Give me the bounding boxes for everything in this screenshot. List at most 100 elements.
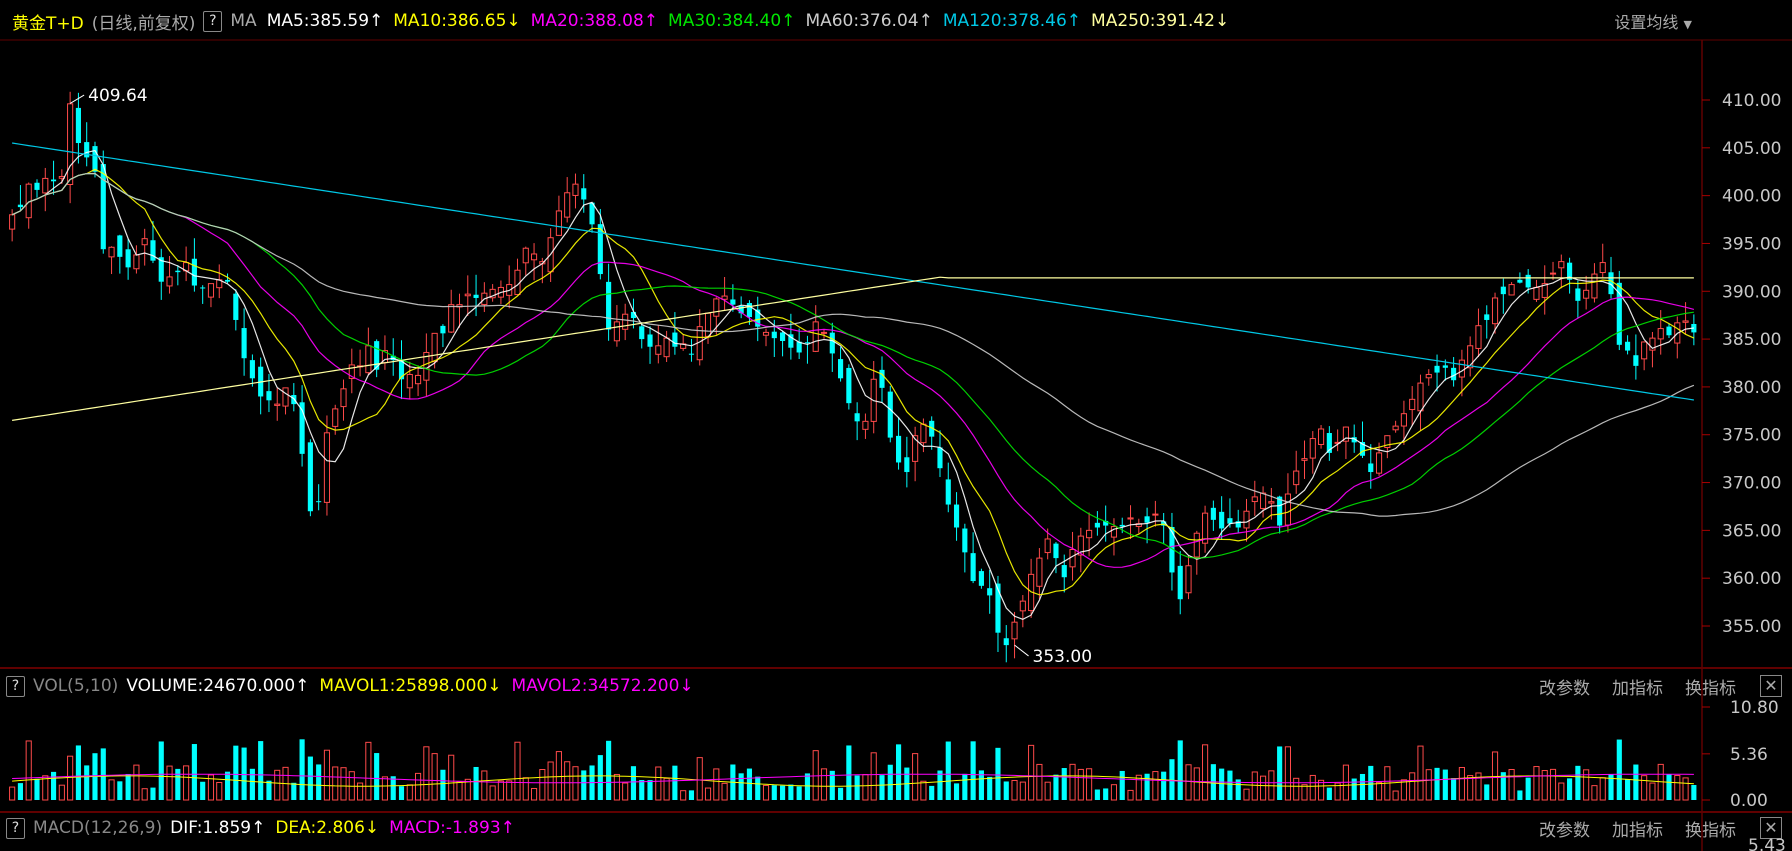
help-button[interactable]: ? (6, 817, 25, 839)
volume-bar (870, 752, 877, 801)
help-button[interactable]: ? (6, 675, 25, 697)
tool-button[interactable]: 改参数 (1539, 678, 1590, 699)
candle-body (1177, 565, 1183, 600)
tool-button[interactable]: 换指标 (1685, 678, 1736, 699)
volume-bar (183, 765, 190, 801)
tool-button[interactable]: 换指标 (1685, 820, 1736, 841)
volume-bar (431, 753, 438, 801)
volume-tick-label: 10.80 (1730, 698, 1779, 718)
volume-bar (100, 748, 106, 800)
volume-bar (1069, 763, 1076, 801)
candle-body (224, 279, 231, 282)
candle-body (1442, 365, 1448, 368)
candle-body (846, 367, 852, 404)
volume-bar (1202, 744, 1209, 801)
volume-bar (713, 768, 720, 801)
volume-bar (506, 780, 513, 801)
volume-bar (1284, 746, 1291, 801)
candle-body (34, 182, 40, 190)
ma120-line (12, 142, 1694, 401)
candle-body (1591, 273, 1598, 299)
candle-body (912, 435, 919, 462)
candle-body (1649, 337, 1656, 351)
volume-bar (945, 741, 951, 800)
candle-body (1567, 262, 1573, 280)
candle-body (1044, 538, 1051, 554)
volume-title: VOL(5,10) (33, 676, 119, 696)
candle-body (1086, 529, 1093, 539)
candle-body (1458, 359, 1465, 378)
candle-body (895, 435, 902, 463)
candle-body (1053, 543, 1059, 559)
set-ma-button[interactable]: 设置均线 ▼ (1614, 13, 1692, 32)
price-tick-label: 360.00 (1722, 569, 1781, 589)
volume-bar (415, 772, 422, 801)
volume-bar (522, 777, 529, 801)
candle-body (1484, 314, 1490, 320)
volume-bar (481, 770, 488, 801)
price-tick-label: 375.00 (1722, 426, 1781, 446)
tool-button[interactable]: 加指标 (1612, 678, 1663, 699)
candle-body (597, 224, 603, 275)
volume-bar (75, 745, 81, 800)
candle-body (1326, 433, 1332, 453)
candle-body (738, 305, 744, 314)
volume-bar (274, 769, 281, 801)
volume-bar (1525, 777, 1531, 800)
candle-body (672, 332, 678, 347)
ma-legend-item: MA30:384.40↑ (668, 11, 796, 31)
candle-body (1036, 557, 1043, 587)
close-icon[interactable]: ✕ (1760, 675, 1782, 697)
volume-bar (406, 784, 413, 801)
candle-body (1616, 282, 1622, 345)
volume-bar (1442, 769, 1448, 800)
volume-bar (639, 780, 645, 800)
candle-body (1061, 565, 1067, 578)
volume-bar (1277, 746, 1283, 800)
volume-bar (423, 746, 430, 801)
tool-button[interactable]: 改参数 (1539, 820, 1590, 841)
candle-body (9, 214, 16, 230)
volume-bar (829, 770, 835, 800)
candle-body (274, 403, 281, 406)
volume-bar (1517, 790, 1523, 800)
mavol1-line (12, 775, 1694, 787)
annotation-arrow (1014, 644, 1029, 657)
vol-legend-item: MAVOL2:34572.200↓ (511, 676, 694, 696)
volume-bar (1135, 774, 1142, 801)
volume-bar (473, 766, 479, 800)
candle-body (572, 183, 579, 196)
candle-body (721, 295, 728, 300)
volume-bar (962, 773, 968, 800)
volume-bar (497, 780, 504, 801)
candle-body (75, 107, 81, 144)
ma-legend-item: MA20:388.08↑ (530, 11, 659, 31)
tool-button[interactable]: 加指标 (1612, 820, 1663, 841)
candle-body (1169, 527, 1175, 573)
volume-bar (1053, 774, 1059, 800)
candle-body (141, 238, 148, 246)
candle-body (530, 253, 538, 261)
volume-bar (1649, 782, 1656, 801)
ma-legend-item: MA250:391.42↓ (1091, 11, 1230, 31)
volume-bar (937, 770, 943, 800)
ma-legend-item: MA10:386.65↓ (393, 11, 521, 31)
candle-body (1549, 272, 1557, 275)
volume-bar (630, 766, 637, 800)
volume-bar (1491, 751, 1499, 801)
volume-bar (597, 755, 603, 800)
volume-legend: VOLUME:24670.000↑ MAVOL1:25898.000↓ MAVOL2… (126, 676, 703, 696)
volume-bar (572, 766, 579, 801)
close-icon[interactable]: ✕ (1760, 817, 1782, 839)
volume-bar (1484, 784, 1490, 800)
volume-bar (1682, 777, 1689, 801)
volume-bar (1086, 768, 1093, 801)
volume-bar (456, 781, 463, 801)
volume-bar (606, 740, 612, 800)
help-button[interactable]: ? (203, 10, 223, 32)
candle-body (606, 281, 612, 330)
volume-bar (1458, 766, 1465, 801)
volume-bar (1599, 777, 1606, 801)
price-tick-label: 370.00 (1722, 474, 1781, 494)
